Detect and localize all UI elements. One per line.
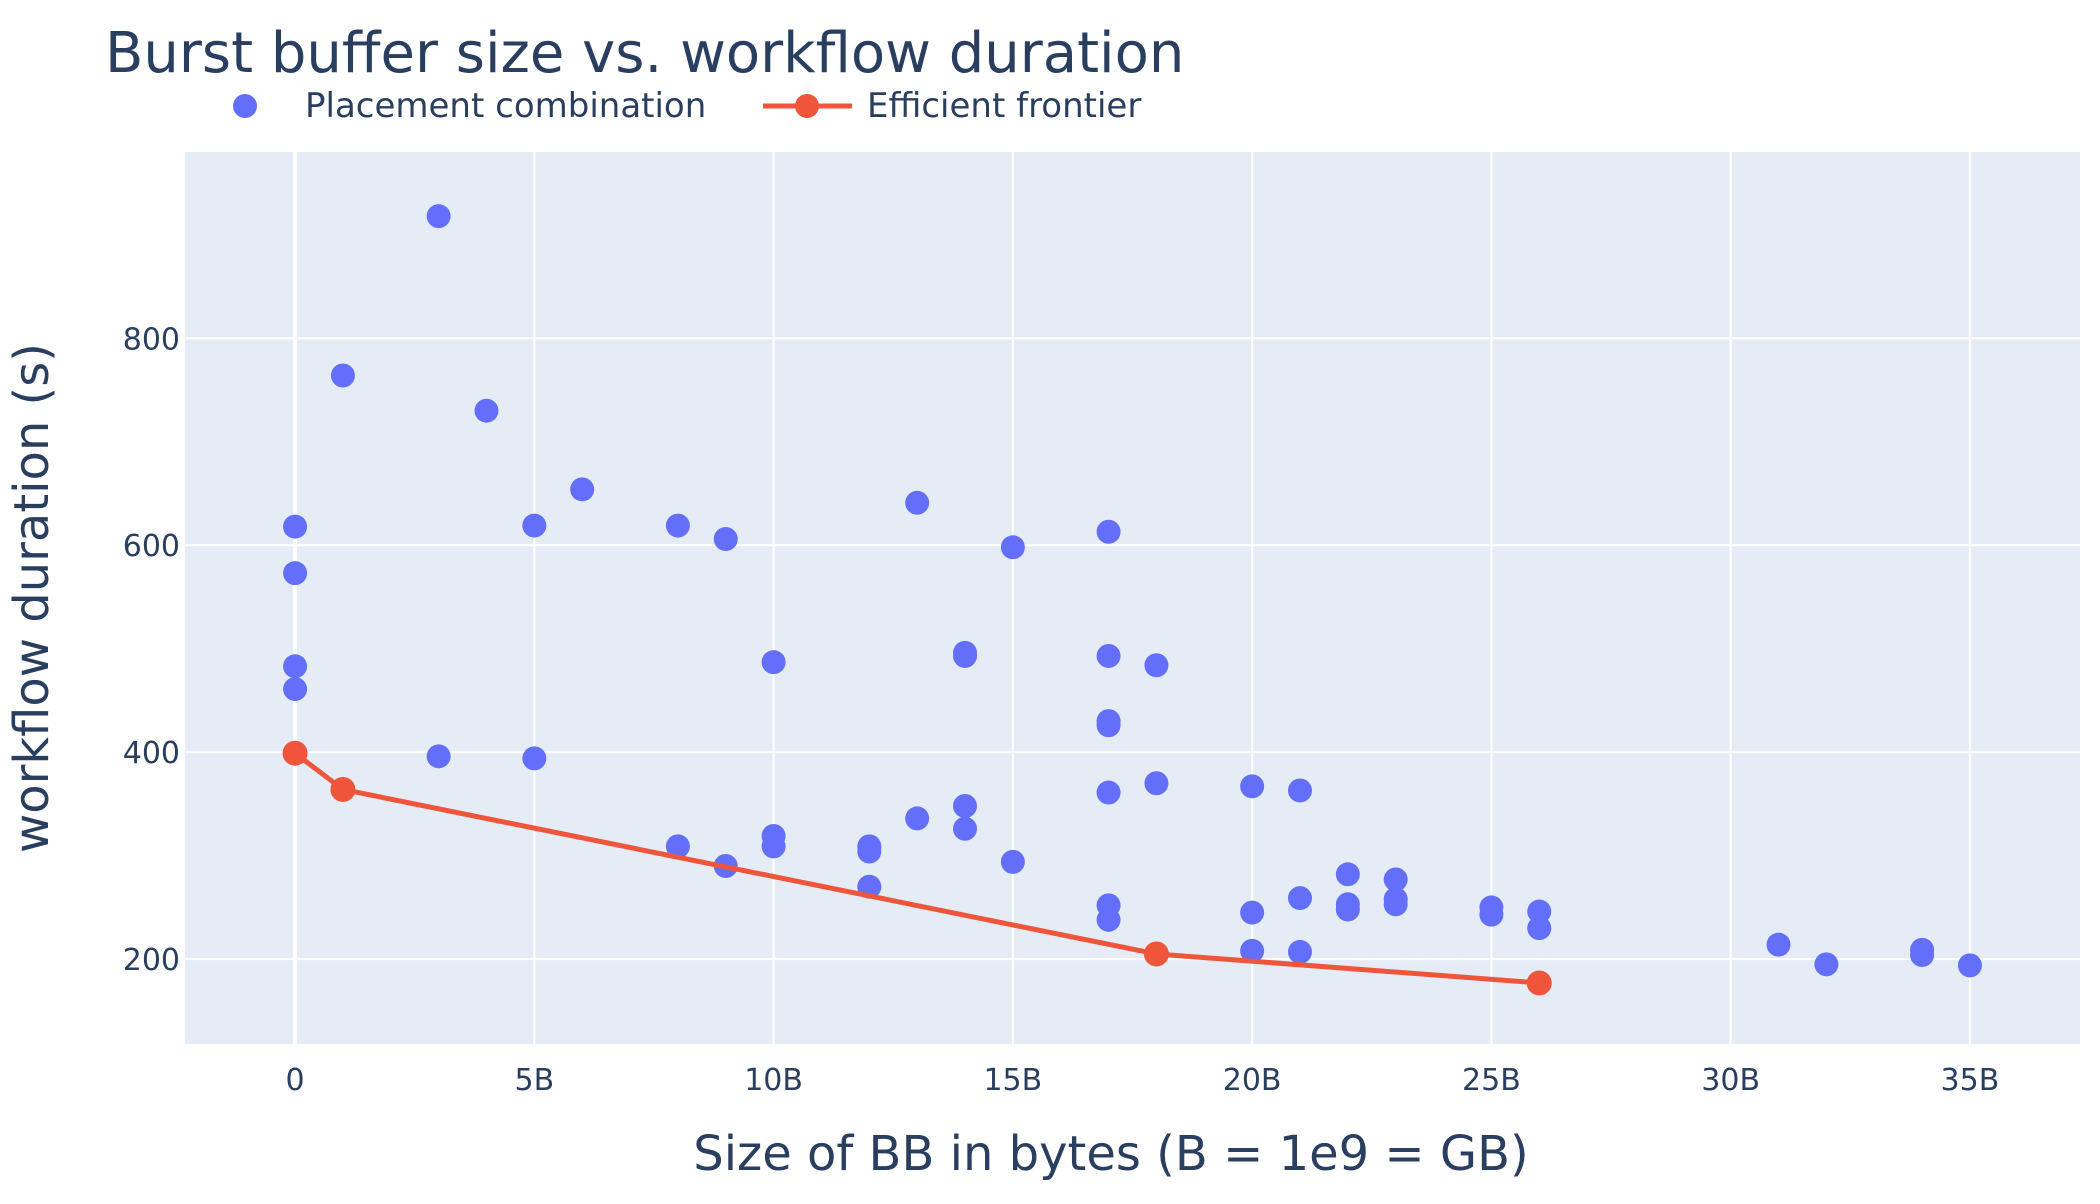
placement-point[interactable] (905, 490, 930, 515)
placement-point[interactable] (1240, 774, 1265, 799)
placement-point[interactable] (330, 363, 355, 388)
placement-point[interactable] (1096, 519, 1121, 544)
y-axis-title: workflow duration (s) (4, 343, 60, 853)
y-axis-tick-labels: 200 400 600 800 (123, 322, 180, 978)
placement-point[interactable] (426, 744, 451, 769)
x-tick-label: 30B (1701, 1063, 1760, 1098)
legend-marker-frontier (795, 94, 819, 118)
data-series (282, 204, 1982, 996)
legend-label-placement: Placement combination (305, 86, 706, 126)
y-tick-label: 600 (123, 529, 180, 564)
placement-point[interactable] (1000, 849, 1025, 874)
placement-point[interactable] (1096, 643, 1121, 668)
placement-point[interactable] (283, 514, 308, 539)
placement-point[interactable] (1383, 892, 1408, 917)
y-tick-label: 200 (123, 943, 180, 978)
x-tick-label: 5B (514, 1063, 554, 1098)
placement-point[interactable] (522, 513, 547, 538)
placement-point[interactable] (1096, 780, 1121, 805)
x-tick-label: 35B (1941, 1063, 2000, 1098)
placement-point[interactable] (1335, 862, 1360, 887)
placement-point[interactable] (1527, 916, 1552, 941)
placement-point[interactable] (283, 654, 308, 679)
placement-point[interactable] (570, 477, 595, 502)
placement-point[interactable] (905, 806, 930, 831)
frontier-point[interactable] (330, 776, 356, 802)
placement-point[interactable] (1957, 953, 1982, 978)
placement-point[interactable] (522, 746, 547, 771)
placement-point[interactable] (283, 561, 308, 586)
chart-title: Burst buffer size vs. workflow duration (105, 21, 1184, 86)
placement-point[interactable] (665, 513, 690, 538)
x-tick-label: 20B (1223, 1063, 1282, 1098)
x-tick-label: 0 (286, 1063, 305, 1098)
placement-point[interactable] (1479, 902, 1504, 927)
placement-point[interactable] (1287, 939, 1312, 964)
placement-point[interactable] (1096, 907, 1121, 932)
frontier-point[interactable] (282, 740, 308, 766)
placement-point[interactable] (713, 527, 738, 552)
placement-point[interactable] (1814, 952, 1839, 977)
placement-point[interactable] (953, 816, 978, 841)
y-tick-label: 800 (123, 322, 180, 357)
placement-point[interactable] (426, 204, 451, 229)
legend: Placement combination Efficient frontier (233, 86, 1141, 126)
frontier-point[interactable] (1526, 970, 1552, 996)
placement-point[interactable] (283, 677, 308, 702)
legend-marker-placement (233, 94, 257, 118)
placement-point[interactable] (1144, 653, 1169, 678)
placement-point[interactable] (953, 643, 978, 668)
frontier-line (293, 751, 1540, 986)
frontier-point[interactable] (1143, 941, 1169, 967)
y-tick-label: 400 (123, 736, 180, 771)
placement-point[interactable] (1383, 867, 1408, 892)
placement-point[interactable] (761, 834, 786, 859)
placement-point[interactable] (1527, 899, 1552, 924)
placement-point[interactable] (665, 834, 690, 859)
placement-point[interactable] (1287, 778, 1312, 803)
x-axis-title: Size of BB in bytes (B = 1e9 = GB) (693, 1126, 1529, 1182)
placement-point[interactable] (474, 398, 499, 423)
placement-point[interactable] (1240, 938, 1265, 963)
x-tick-label: 15B (983, 1063, 1042, 1098)
frontier-series (282, 740, 1552, 996)
x-tick-label: 25B (1462, 1063, 1521, 1098)
legend-label-frontier: Efficient frontier (867, 86, 1141, 126)
placement-point[interactable] (1910, 943, 1935, 968)
x-axis-tick-labels: 0 5B 10B 15B 20B 25B 30B 35B (286, 1063, 2000, 1098)
placement-point[interactable] (1144, 771, 1169, 796)
placement-point[interactable] (1240, 900, 1265, 925)
plot-background (185, 152, 2080, 1044)
placement-point[interactable] (857, 839, 882, 864)
placement-point[interactable] (1766, 932, 1791, 957)
grid-lines (185, 152, 2080, 1044)
placement-point[interactable] (1335, 897, 1360, 922)
placement-point[interactable] (761, 650, 786, 675)
placement-point[interactable] (953, 793, 978, 818)
placement-point[interactable] (1287, 886, 1312, 911)
placement-point[interactable] (1096, 713, 1121, 738)
x-tick-label: 10B (744, 1063, 803, 1098)
placement-point[interactable] (1000, 535, 1025, 560)
